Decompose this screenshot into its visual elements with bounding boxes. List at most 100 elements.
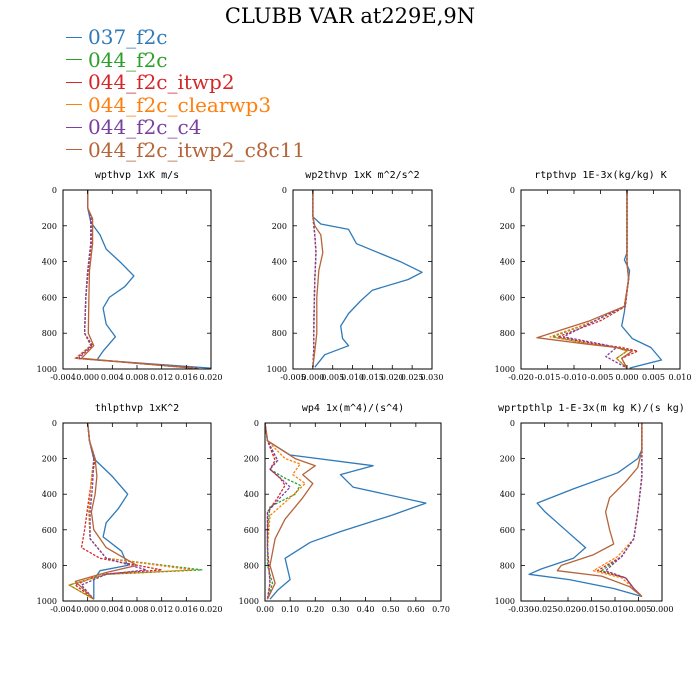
series-group bbox=[68, 423, 203, 600]
legend-label: 037_f2c bbox=[88, 25, 168, 50]
y-tick-label: 600 bbox=[244, 526, 259, 535]
y-tick-label: 800 bbox=[500, 561, 515, 570]
legend: 037_f2c 044_f2c 044_f2c_itwp2 044_f2c_cl… bbox=[66, 26, 305, 161]
series-line bbox=[621, 190, 663, 369]
series-group bbox=[74, 190, 211, 369]
series-line bbox=[77, 190, 193, 369]
y-tick-label: 600 bbox=[42, 526, 57, 535]
x-tick-label: 0.000 bbox=[651, 605, 674, 614]
legend-label: 044_f2c_clearwp3 bbox=[88, 92, 272, 117]
x-tick-label: -0.020 bbox=[555, 605, 581, 614]
legend-swatch bbox=[66, 149, 82, 151]
series-line bbox=[596, 423, 643, 597]
x-tick-label: 0.40 bbox=[357, 605, 375, 614]
series-line bbox=[549, 190, 630, 369]
legend-label: 044_f2c_itwp2_c8c11 bbox=[88, 137, 306, 162]
series-line bbox=[80, 190, 193, 369]
series-line bbox=[557, 190, 639, 369]
y-tick-label: 800 bbox=[42, 329, 57, 338]
y-tick-label: 600 bbox=[500, 293, 515, 302]
legend-swatch bbox=[66, 36, 82, 38]
series-line bbox=[87, 190, 211, 369]
y-tick-label: 0 bbox=[510, 419, 515, 428]
series-line bbox=[265, 423, 291, 600]
y-tick-label: 0 bbox=[254, 419, 259, 428]
legend-entry: 037_f2c bbox=[66, 26, 305, 49]
y-tick-label: 800 bbox=[500, 329, 515, 338]
y-tick-label: 1000 bbox=[495, 597, 515, 606]
y-tick-label: 600 bbox=[42, 293, 57, 302]
legend-entry: 044_f2c_c4 bbox=[66, 116, 305, 139]
panel-title: wp4 1x(m^4)/(s^4) bbox=[302, 403, 404, 414]
x-tick-label: -0.015 bbox=[535, 373, 561, 382]
y-tick-label: 400 bbox=[500, 258, 515, 267]
y-tick-label: 1000 bbox=[37, 597, 57, 606]
panel-title: rtpthvp 1E-3x(kg/kg) K bbox=[534, 170, 666, 181]
plot-frame bbox=[264, 422, 442, 602]
legend-label: 044_f2c bbox=[88, 47, 168, 72]
x-tick-label: -0.005 bbox=[280, 373, 306, 382]
x-tick-label: -0.025 bbox=[532, 605, 558, 614]
x-tick-label: 0.016 bbox=[175, 605, 198, 614]
panel-title: thlpthvp 1xK^2 bbox=[95, 403, 179, 414]
x-tick-label: 0.10 bbox=[281, 605, 299, 614]
x-tick-label: 0.030 bbox=[421, 373, 444, 382]
x-tick-label: -0.005 bbox=[626, 605, 652, 614]
x-tick-label: 0.000 bbox=[301, 373, 324, 382]
y-tick-label: 0 bbox=[52, 186, 57, 195]
y-tick-label: 200 bbox=[272, 222, 287, 231]
x-tick-label: -0.004 bbox=[50, 373, 76, 382]
x-tick-label: 0.005 bbox=[642, 373, 665, 382]
x-tick-label: 0.60 bbox=[407, 605, 425, 614]
x-tick-label: 0.70 bbox=[432, 605, 450, 614]
series-line bbox=[75, 190, 199, 369]
panel-title: wp2thvp 1xK m^2/s^2 bbox=[305, 170, 419, 181]
y-tick-label: 1000 bbox=[267, 365, 287, 374]
series-line bbox=[312, 190, 423, 368]
x-tick-label: -0.030 bbox=[508, 605, 534, 614]
chart-panel: wp4 1x(m^4)/(s^4) 0.00 0.10 0.20 0.30 0.40 0.5… bbox=[239, 403, 450, 614]
panel-title: wprtpthlp 1-E-3x(m kg K)/(s kg) bbox=[498, 403, 685, 414]
plot-frame bbox=[62, 422, 212, 602]
chart-panel: wp2thvp 1xK m^2/s^2 -0.0050.0000.0050.010… bbox=[267, 170, 444, 382]
y-tick-label: 400 bbox=[272, 258, 287, 267]
chart-panel: wpthvp 1xK m/s -0.004 0.000 0.004 0.008 0.012… bbox=[37, 170, 223, 382]
series-line bbox=[600, 423, 643, 597]
y-tick-label: 400 bbox=[42, 490, 57, 499]
y-tick-label: 200 bbox=[42, 455, 57, 464]
x-tick-label: 0.012 bbox=[150, 605, 173, 614]
series-line bbox=[74, 190, 199, 369]
x-tick-label: 0.000 bbox=[76, 373, 99, 382]
chart-panel: rtpthvp 1E-3x(kg/kg) K -0.020 -0.015 -0.010… bbox=[495, 170, 692, 382]
series-line bbox=[528, 423, 643, 598]
figure-title: CLUBB VAR at229E,9N bbox=[224, 4, 476, 28]
legend-entry: 044_f2c_clearwp3 bbox=[66, 94, 305, 117]
y-tick-label: 0 bbox=[52, 419, 57, 428]
x-tick-label: 0.020 bbox=[200, 605, 223, 614]
legend-swatch bbox=[66, 81, 82, 83]
y-tick-label: 800 bbox=[42, 561, 57, 570]
x-tick-label: 0.00 bbox=[256, 605, 274, 614]
legend-entry: 044_f2c bbox=[66, 49, 305, 72]
series-line bbox=[592, 423, 643, 597]
series-line bbox=[74, 190, 199, 369]
x-tick-label: 0.004 bbox=[101, 373, 124, 382]
series-line bbox=[265, 423, 427, 600]
y-tick-label: 600 bbox=[500, 526, 515, 535]
x-tick-label: -0.004 bbox=[50, 605, 76, 614]
plot-frame bbox=[520, 189, 681, 370]
x-tick-label: 0.004 bbox=[101, 605, 124, 614]
series-group bbox=[536, 190, 663, 369]
x-tick-label: 0.005 bbox=[321, 373, 344, 382]
series-line bbox=[312, 190, 324, 368]
legend-swatch bbox=[66, 104, 82, 106]
x-tick-label: 0.025 bbox=[401, 373, 424, 382]
x-tick-label: -0.005 bbox=[588, 373, 614, 382]
panel-title: wpthvp 1xK m/s bbox=[95, 170, 179, 181]
x-tick-label: -0.020 bbox=[508, 373, 534, 382]
plot-frame bbox=[62, 189, 212, 370]
x-tick-label: 0.000 bbox=[616, 373, 639, 382]
y-tick-label: 200 bbox=[500, 222, 515, 231]
x-tick-label: 0.50 bbox=[382, 605, 400, 614]
